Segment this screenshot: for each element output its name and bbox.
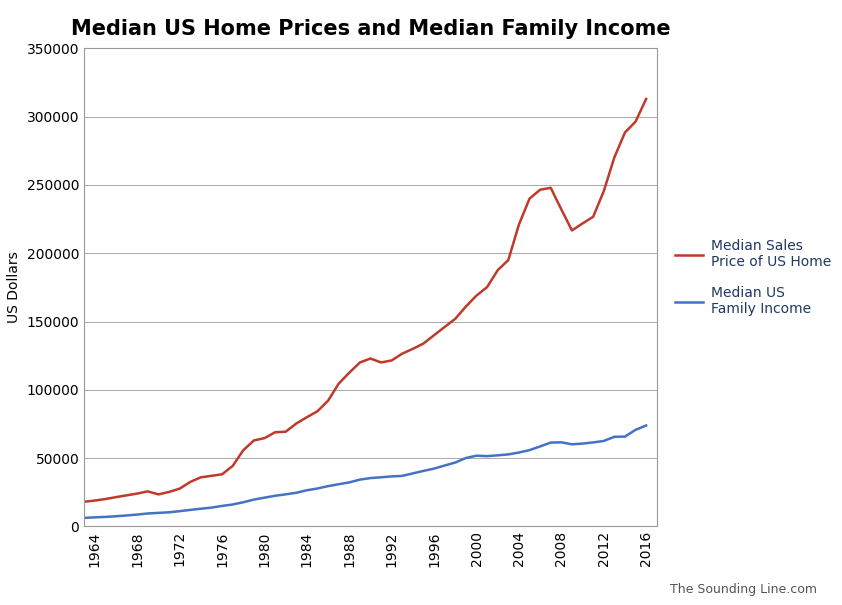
- Median US
Family Income: [79, 514, 89, 522]
- Median Sales
Price of US Home: [408, 345, 418, 353]
- Legend: Median Sales
Price of US Home, Median US
Family Income: Median Sales Price of US Home, Median US…: [669, 234, 837, 322]
- Median US
Family Income: [641, 422, 651, 429]
- Text: The Sounding Line.com: The Sounding Line.com: [669, 583, 817, 596]
- Median US
Family Income: [418, 467, 429, 474]
- Median US
Family Income: [408, 469, 418, 477]
- Line: Median US
Family Income: Median US Family Income: [84, 425, 646, 518]
- Line: Median Sales
Price of US Home: Median Sales Price of US Home: [84, 99, 646, 502]
- Median US
Family Income: [291, 489, 301, 497]
- Median US
Family Income: [461, 454, 471, 462]
- Median Sales
Price of US Home: [174, 485, 184, 492]
- Median US
Family Income: [386, 473, 397, 480]
- Median Sales
Price of US Home: [291, 420, 301, 427]
- Median Sales
Price of US Home: [461, 303, 471, 310]
- Y-axis label: US Dollars: US Dollars: [8, 252, 21, 323]
- Median Sales
Price of US Home: [641, 96, 651, 103]
- Median US
Family Income: [174, 508, 184, 515]
- Median Sales
Price of US Home: [386, 357, 397, 364]
- Median Sales
Price of US Home: [418, 340, 429, 347]
- Title: Median US Home Prices and Median Family Income: Median US Home Prices and Median Family …: [71, 19, 670, 39]
- Median Sales
Price of US Home: [79, 498, 89, 505]
